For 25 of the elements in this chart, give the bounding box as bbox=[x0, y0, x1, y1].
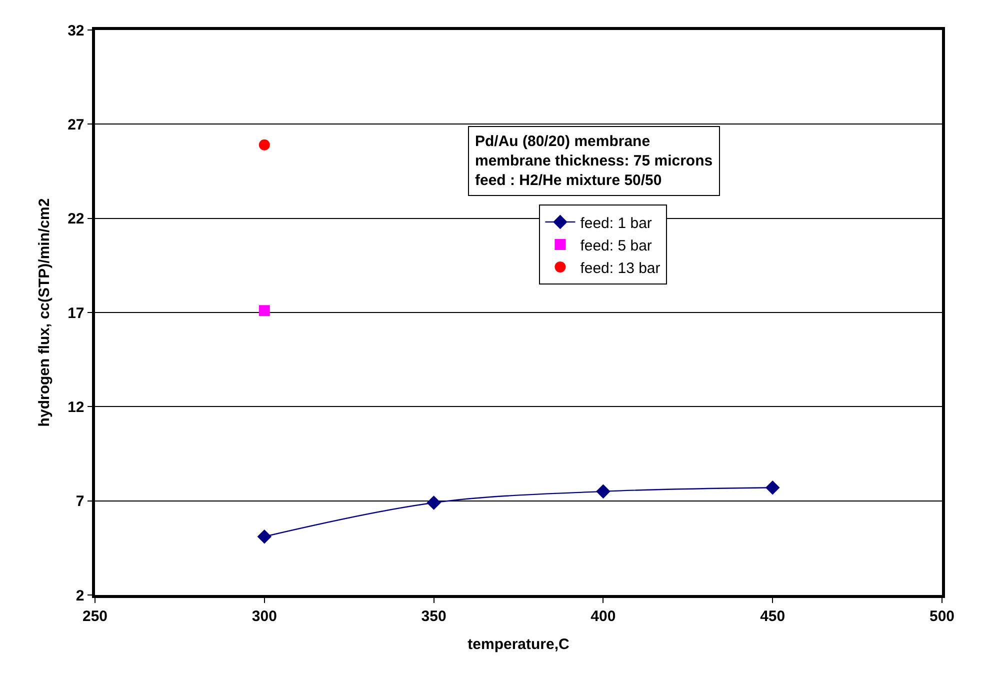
legend-label: feed: 1 bar bbox=[580, 214, 652, 232]
y-tick-label: 12 bbox=[68, 398, 84, 416]
point bbox=[765, 480, 780, 495]
y-tick-label: 7 bbox=[76, 493, 84, 510]
y-tick-label: 27 bbox=[68, 116, 84, 134]
point bbox=[426, 496, 441, 510]
y-tick-label: 2 bbox=[76, 587, 84, 604]
x-axis-title: temperature,C bbox=[468, 636, 570, 653]
point bbox=[596, 484, 610, 499]
y-tick-label: 22 bbox=[68, 210, 84, 228]
x-tick-label: 400 bbox=[590, 608, 616, 625]
point bbox=[258, 139, 270, 150]
y-tick-label: 17 bbox=[68, 304, 84, 322]
y-tick-label: 32 bbox=[68, 22, 84, 40]
x-tick-label: 500 bbox=[929, 608, 955, 625]
x-tick-label: 450 bbox=[760, 608, 786, 625]
point bbox=[258, 305, 270, 316]
x-tick-label: 300 bbox=[252, 608, 277, 625]
x-tick-label: 350 bbox=[421, 608, 446, 625]
annotation: Pd/Au (80/20) membrane membrane thickness: 75 microns feed : H2/He mixture 50/50 bbox=[475, 133, 713, 189]
point bbox=[257, 529, 272, 544]
y-axis-title: hydrogen flux, cc(STP)/min/cm2 bbox=[36, 198, 53, 427]
legend-label: feed: 5 bar bbox=[580, 237, 652, 254]
legend-label: feed: 13 bar bbox=[580, 260, 660, 277]
x-tick-label: 250 bbox=[82, 608, 108, 625]
